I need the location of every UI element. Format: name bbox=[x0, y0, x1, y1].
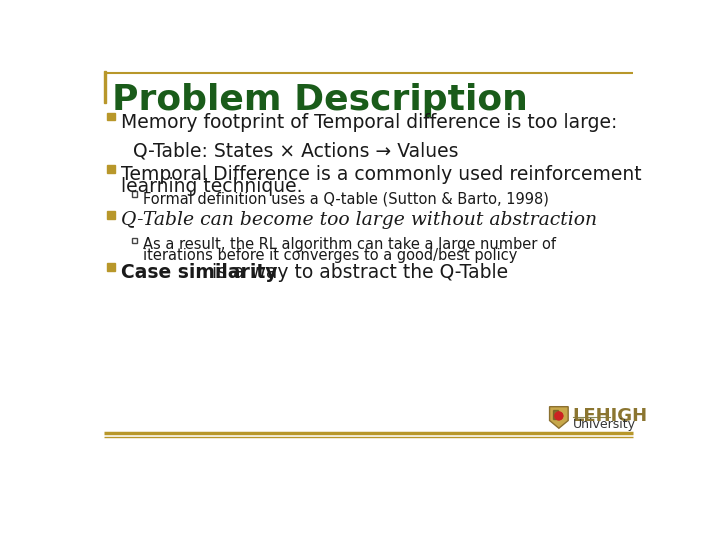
Text: University: University bbox=[573, 418, 636, 431]
Bar bbox=[107, 165, 114, 173]
Bar bbox=[553, 410, 558, 419]
Circle shape bbox=[555, 412, 563, 420]
Circle shape bbox=[555, 412, 563, 420]
Text: Memory footprint of Temporal difference is too large:: Memory footprint of Temporal difference … bbox=[121, 112, 617, 132]
Text: is a way to abstract the Q-Table: is a way to abstract the Q-Table bbox=[206, 264, 508, 282]
Text: iterations before it converges to a good/best policy: iterations before it converges to a good… bbox=[143, 248, 517, 263]
Bar bbox=[107, 211, 114, 219]
Text: Problem Description: Problem Description bbox=[112, 83, 528, 117]
Text: Formal definition uses a Q-table (Sutton & Barto, 1998): Formal definition uses a Q-table (Sutton… bbox=[143, 191, 549, 206]
Text: Case similarity: Case similarity bbox=[121, 264, 277, 282]
Bar bbox=[132, 192, 138, 197]
Bar bbox=[107, 112, 114, 120]
Text: Q-Table: States × Actions → Values: Q-Table: States × Actions → Values bbox=[133, 142, 459, 161]
Text: LEHIGH: LEHIGH bbox=[573, 407, 648, 424]
Text: learning technique.: learning technique. bbox=[121, 177, 302, 196]
Bar bbox=[104, 71, 107, 103]
Bar bbox=[107, 264, 114, 271]
Text: Q-Table can become too large without abstraction: Q-Table can become too large without abs… bbox=[121, 211, 597, 229]
Polygon shape bbox=[549, 407, 568, 428]
Text: Temporal Difference is a commonly used reinforcement: Temporal Difference is a commonly used r… bbox=[121, 165, 642, 184]
Text: As a result, the RL algorithm can take a large number of: As a result, the RL algorithm can take a… bbox=[143, 237, 556, 252]
Bar bbox=[132, 238, 138, 243]
